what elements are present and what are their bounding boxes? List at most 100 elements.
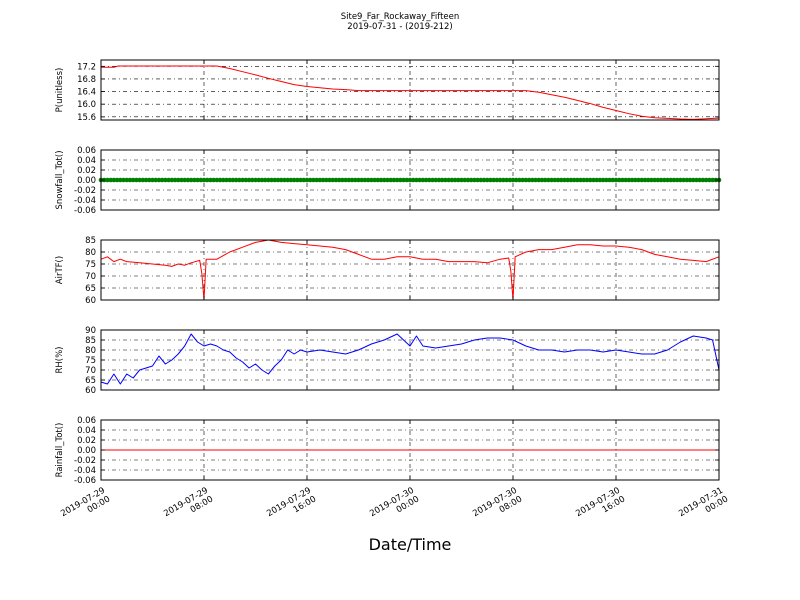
data-point xyxy=(684,177,690,183)
x-tick-label: 2019-07-2900:00 xyxy=(59,486,112,528)
data-point xyxy=(581,177,587,183)
data-point xyxy=(253,177,258,183)
data-point xyxy=(140,177,146,183)
data-point xyxy=(195,177,200,183)
data-point xyxy=(433,177,439,183)
data-point xyxy=(533,177,538,183)
data-point xyxy=(610,177,616,183)
series-line xyxy=(101,65,720,120)
data-point xyxy=(301,177,307,183)
y-tick-label: 70 xyxy=(85,272,96,282)
data-point xyxy=(626,177,632,183)
data-point xyxy=(179,177,184,183)
x-axis-label: Date/Time xyxy=(369,535,452,554)
y-axis-label: P(unitless) xyxy=(55,68,65,113)
data-point xyxy=(272,177,278,183)
data-point xyxy=(298,177,303,183)
data-point xyxy=(188,177,194,183)
data-point xyxy=(327,177,332,183)
data-point xyxy=(266,177,271,183)
data-point xyxy=(398,177,403,183)
data-point xyxy=(694,177,699,183)
data-point xyxy=(523,177,529,183)
data-point xyxy=(449,177,455,183)
data-point xyxy=(343,177,348,183)
data-point xyxy=(700,177,706,183)
y-tick-label: 85 xyxy=(85,336,96,346)
y-tick-label: 0.04 xyxy=(77,426,96,436)
data-point xyxy=(304,177,310,183)
data-point xyxy=(201,177,207,183)
data-point xyxy=(674,177,680,183)
data-point xyxy=(262,177,268,183)
data-point xyxy=(649,177,654,183)
data-point xyxy=(417,177,422,183)
data-point xyxy=(307,177,313,183)
y-axis-label: RH(%) xyxy=(55,346,65,373)
data-point xyxy=(584,177,590,183)
data-point xyxy=(378,177,384,183)
y-tick-label: 65 xyxy=(85,284,96,294)
data-point xyxy=(661,177,667,183)
data-point xyxy=(311,177,316,183)
data-point xyxy=(324,177,329,183)
y-tick-label: 17.2 xyxy=(77,62,96,72)
data-point xyxy=(153,177,159,183)
data-point xyxy=(275,177,281,183)
y-tick-label: 0.02 xyxy=(77,436,96,446)
data-point xyxy=(510,177,516,183)
data-point xyxy=(478,177,484,183)
y-tick-label: 15.6 xyxy=(77,113,96,123)
data-point xyxy=(369,177,374,183)
data-point xyxy=(295,177,300,183)
y-tick-label: 65 xyxy=(85,376,96,386)
data-point xyxy=(655,177,661,183)
data-point xyxy=(127,177,133,183)
data-point xyxy=(333,177,339,183)
data-point xyxy=(507,177,513,183)
data-point xyxy=(394,177,400,183)
data-point xyxy=(633,177,638,183)
y-tick-label: 60 xyxy=(85,296,96,306)
y-tick-label: 80 xyxy=(85,346,96,356)
data-point xyxy=(143,177,149,183)
data-point xyxy=(285,177,290,183)
data-point xyxy=(359,177,365,183)
data-point xyxy=(668,177,674,183)
data-point xyxy=(594,177,599,183)
data-point xyxy=(208,177,213,183)
y-tick-label: 0.04 xyxy=(77,156,96,166)
data-point xyxy=(240,177,245,183)
data-point xyxy=(288,177,294,183)
data-point xyxy=(494,177,500,183)
data-point xyxy=(623,177,628,183)
data-point xyxy=(620,177,625,183)
data-point xyxy=(137,177,142,183)
y-tick-label: -0.04 xyxy=(74,466,96,476)
data-point xyxy=(681,177,686,183)
data-point xyxy=(121,177,126,183)
data-point xyxy=(227,177,233,183)
data-point xyxy=(185,177,191,183)
y-tick-label: -0.06 xyxy=(74,206,96,216)
data-point xyxy=(539,177,545,183)
data-point xyxy=(459,177,464,183)
data-point xyxy=(504,177,509,183)
panel: -0.06-0.04-0.020.000.020.040.06 Snowfall_… xyxy=(55,146,722,216)
data-point xyxy=(571,177,577,183)
y-tick-label: -0.04 xyxy=(74,196,96,206)
data-point xyxy=(697,177,702,183)
data-point xyxy=(166,177,171,183)
data-point xyxy=(613,177,619,183)
x-axis-ticks: 2019-07-2900:00 2019-07-2908:00 2019-07-29… xyxy=(59,486,730,528)
data-point xyxy=(520,177,525,183)
data-point xyxy=(317,177,323,183)
y-tick-label: -0.02 xyxy=(74,186,96,196)
data-point xyxy=(513,177,519,183)
data-point xyxy=(130,177,136,183)
data-point xyxy=(156,177,162,183)
data-point xyxy=(549,177,554,183)
data-point xyxy=(221,177,226,183)
data-point xyxy=(616,177,622,183)
data-point xyxy=(455,177,461,183)
